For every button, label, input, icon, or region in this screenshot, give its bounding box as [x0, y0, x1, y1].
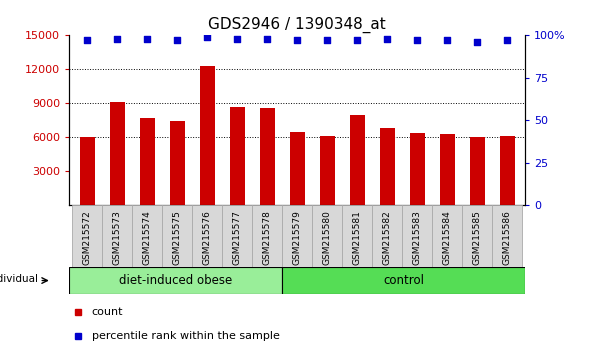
Text: GSM215575: GSM215575: [173, 210, 182, 265]
Point: [472, 39, 482, 45]
Point: [382, 36, 392, 42]
Bar: [439, 134, 455, 205]
Bar: [402, 205, 432, 267]
Text: GSM215578: GSM215578: [263, 210, 271, 265]
Point: [502, 38, 512, 43]
Point: [322, 38, 332, 43]
Text: GSM215585: GSM215585: [473, 210, 482, 265]
Bar: [320, 136, 335, 205]
Bar: [132, 205, 162, 267]
Bar: [102, 205, 132, 267]
Point: [352, 38, 362, 43]
Bar: [409, 133, 425, 205]
Point: [262, 36, 272, 42]
Text: GSM215572: GSM215572: [83, 210, 91, 265]
Bar: [349, 115, 365, 205]
Text: count: count: [92, 307, 124, 317]
Bar: [139, 118, 155, 205]
Bar: [282, 267, 525, 294]
Bar: [342, 205, 372, 267]
Bar: [252, 205, 282, 267]
Point: [172, 38, 182, 43]
Point: [82, 38, 92, 43]
Point: [292, 38, 302, 43]
Text: diet-induced obese: diet-induced obese: [119, 274, 232, 287]
Bar: [282, 205, 312, 267]
Point: [142, 36, 152, 42]
Point: [202, 34, 212, 40]
Bar: [470, 137, 485, 205]
Text: GSM215586: GSM215586: [503, 210, 511, 265]
Bar: [290, 132, 305, 205]
Bar: [462, 205, 492, 267]
Bar: [199, 66, 215, 205]
Bar: [260, 108, 275, 205]
Bar: [380, 128, 395, 205]
Text: control: control: [383, 274, 424, 287]
Text: GSM215577: GSM215577: [233, 210, 241, 265]
Text: GSM215584: GSM215584: [443, 210, 452, 265]
Text: GSM215581: GSM215581: [353, 210, 361, 265]
Point: [112, 36, 122, 42]
Text: GSM215579: GSM215579: [293, 210, 302, 265]
Bar: [162, 205, 192, 267]
Point: [442, 38, 452, 43]
Bar: [170, 121, 185, 205]
Text: GSM215576: GSM215576: [203, 210, 212, 265]
Text: percentile rank within the sample: percentile rank within the sample: [92, 331, 280, 341]
Bar: [72, 205, 102, 267]
Bar: [79, 137, 95, 205]
Text: individual: individual: [0, 274, 38, 284]
Bar: [432, 205, 462, 267]
Bar: [69, 267, 282, 294]
Text: GSM215583: GSM215583: [413, 210, 421, 265]
Bar: [492, 205, 522, 267]
Bar: [110, 102, 125, 205]
Bar: [499, 136, 515, 205]
Bar: [372, 205, 402, 267]
Text: GSM215580: GSM215580: [323, 210, 331, 265]
Bar: [192, 205, 222, 267]
Point: [232, 36, 242, 42]
Point: [412, 38, 422, 43]
Bar: [312, 205, 342, 267]
Text: GSM215582: GSM215582: [383, 210, 392, 265]
Text: GSM215573: GSM215573: [113, 210, 121, 265]
Title: GDS2946 / 1390348_at: GDS2946 / 1390348_at: [208, 16, 386, 33]
Bar: [229, 107, 245, 205]
Bar: [222, 205, 252, 267]
Text: GSM215574: GSM215574: [143, 210, 151, 265]
